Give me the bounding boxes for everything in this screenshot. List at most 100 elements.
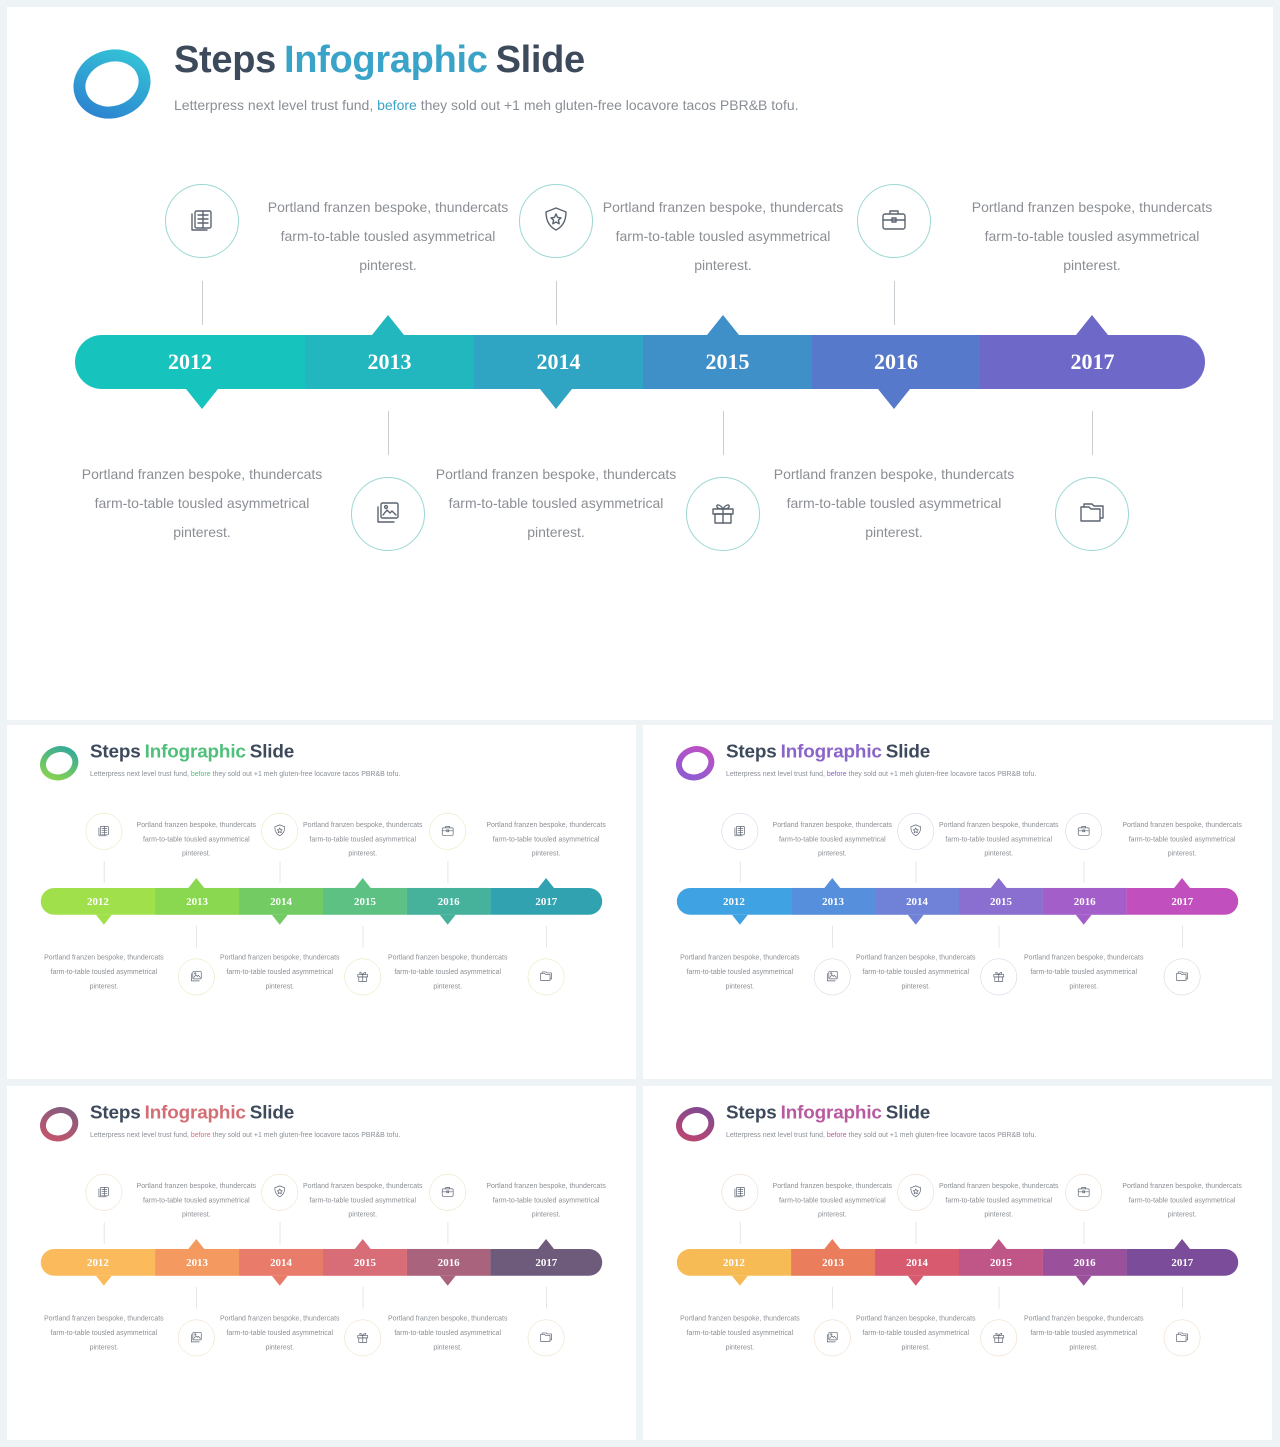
step-description: Portland franzen bespoke, thundercats fa… xyxy=(44,953,164,990)
timeline-segment-2012: 2012 xyxy=(75,335,305,389)
subtitle: Letterpress next level trust fund, befor… xyxy=(174,97,799,113)
folder-icon xyxy=(538,968,554,986)
year-label: 2017 xyxy=(535,894,558,908)
subtitle-text: Letterpress next level trust fund, xyxy=(89,769,189,778)
page-title: Steps Infographic Slide xyxy=(726,741,930,762)
step-description: Portland franzen bespoke, thundercats fa… xyxy=(486,820,606,858)
step-icon-circle xyxy=(1163,1319,1201,1357)
timeline-segment-2015: 2015 xyxy=(322,887,407,915)
subtitle-highlight: before xyxy=(826,769,847,778)
image-icon xyxy=(188,1329,204,1347)
step-icon-circle xyxy=(177,1319,215,1357)
timeline-segment-2017: 2017 xyxy=(490,887,603,915)
timeline-segment-2016: 2016 xyxy=(812,335,980,389)
year-label: 2013 xyxy=(822,1255,844,1269)
logo-ring-icon xyxy=(675,1106,716,1143)
subtitle-text: Letterpress next level trust fund, xyxy=(725,1130,825,1139)
year-label: 2012 xyxy=(168,349,212,374)
year-label: 2012 xyxy=(86,1255,109,1269)
step-icon-circle xyxy=(344,958,382,996)
pointer-up xyxy=(1174,1239,1191,1249)
pointer-down xyxy=(95,1275,112,1286)
year-label: 2015 xyxy=(990,1255,1012,1269)
image-icon xyxy=(188,968,204,986)
pointer-up xyxy=(990,1239,1007,1249)
connector-line xyxy=(723,411,724,455)
step-description: Portland franzen bespoke, thundercats fa… xyxy=(938,1181,1059,1219)
timeline-segment-2017: 2017 xyxy=(490,1248,603,1276)
step-icon-circle xyxy=(429,1173,467,1211)
step-description: Portland franzen bespoke, thundercats fa… xyxy=(1023,1314,1144,1351)
timeline-segment-2016: 2016 xyxy=(406,1248,491,1276)
timeline-segment-2017: 2017 xyxy=(1126,887,1239,915)
timeline-segment-2017: 2017 xyxy=(1126,1248,1239,1276)
shield-star-icon xyxy=(908,822,924,840)
subtitle: Letterpress next level trust fund, befor… xyxy=(726,1131,1036,1139)
pointer-up xyxy=(824,1239,841,1249)
step-icon-circle xyxy=(261,1173,299,1211)
pointer-up xyxy=(538,878,555,888)
pointer-down xyxy=(271,1275,288,1286)
year-label: 2016 xyxy=(1073,894,1096,908)
step-icon-circle xyxy=(1065,1173,1103,1211)
image-icon xyxy=(372,496,404,533)
pointer-up xyxy=(188,1239,205,1249)
title-word-steps: Steps xyxy=(89,740,141,762)
briefcase-icon xyxy=(440,1183,456,1201)
shield-star-icon xyxy=(272,1183,288,1201)
subtitle-text: they sold out +1 meh gluten-free locavor… xyxy=(420,97,799,113)
step-description: Portland franzen bespoke, thundercats fa… xyxy=(136,1181,257,1219)
step-icon-circle xyxy=(85,812,123,850)
pointer-down xyxy=(439,1275,456,1286)
timeline-segment-2015: 2015 xyxy=(958,887,1043,915)
year-label: 2013 xyxy=(822,894,844,908)
pointer-up xyxy=(372,315,404,335)
timeline-segment-2013: 2013 xyxy=(155,1248,240,1276)
layers-icon xyxy=(732,822,748,840)
folder-icon xyxy=(1174,968,1190,986)
shield-star-icon xyxy=(908,1183,924,1201)
timeline-segment-2016: 2016 xyxy=(406,887,491,915)
timeline-segment-2012: 2012 xyxy=(40,887,156,915)
step-description: Portland franzen bespoke, thundercats fa… xyxy=(772,1181,893,1219)
image-icon xyxy=(824,1329,840,1347)
step-icon-circle xyxy=(1065,812,1103,850)
pointer-up xyxy=(354,1239,371,1249)
step-description: Portland franzen bespoke, thundercats fa… xyxy=(772,820,893,858)
year-label: 2014 xyxy=(270,894,292,908)
pointer-up xyxy=(990,878,1007,888)
pointer-down xyxy=(540,389,572,409)
subtitle-text: Letterpress next level trust fund, xyxy=(174,97,374,113)
subtitle-text: they sold out +1 meh gluten-free locavor… xyxy=(848,769,1037,778)
variant-slide-sunset: Steps Infographic Slide Letterpress next le… xyxy=(643,1086,1272,1440)
briefcase-icon xyxy=(1076,822,1092,840)
year-label: 2013 xyxy=(367,349,412,374)
step-icon-circle xyxy=(177,958,215,996)
subtitle-highlight: before xyxy=(190,1130,211,1139)
title-word-infographic: Infographic xyxy=(144,740,246,762)
timeline-segment-2014: 2014 xyxy=(239,1248,323,1276)
step-icon-circle xyxy=(1055,477,1129,551)
year-label: 2015 xyxy=(990,894,1012,908)
pointer-down xyxy=(731,914,748,925)
title-word-slide: Slide xyxy=(249,740,295,762)
subtitle: Letterpress next level trust fund, befor… xyxy=(90,770,400,778)
timeline-segment-2015: 2015 xyxy=(958,1248,1043,1276)
step-description: Portland franzen bespoke, thundercats fa… xyxy=(267,199,509,273)
year-label: 2017 xyxy=(1171,894,1194,908)
year-label: 2015 xyxy=(705,349,750,374)
step-icon-circle xyxy=(165,184,239,258)
pointer-up xyxy=(1076,315,1108,335)
slide-content: Steps Infographic Slide Letterpress next le… xyxy=(7,725,636,1079)
pointer-down xyxy=(186,389,218,409)
step-description: Portland franzen bespoke, thundercats fa… xyxy=(938,820,1059,858)
step-description: Portland franzen bespoke, thundercats fa… xyxy=(387,953,508,990)
step-description: Portland franzen bespoke, thundercats fa… xyxy=(136,820,257,858)
timeline-segment-2013: 2013 xyxy=(305,335,474,389)
step-icon-circle xyxy=(519,184,593,258)
page-title: Steps Infographic Slide xyxy=(726,1102,930,1123)
step-description: Portland franzen bespoke, thundercats fa… xyxy=(773,466,1015,540)
step-description: Portland franzen bespoke, thundercats fa… xyxy=(1023,953,1144,990)
pointer-down xyxy=(731,1275,748,1286)
briefcase-icon xyxy=(1076,1183,1092,1201)
